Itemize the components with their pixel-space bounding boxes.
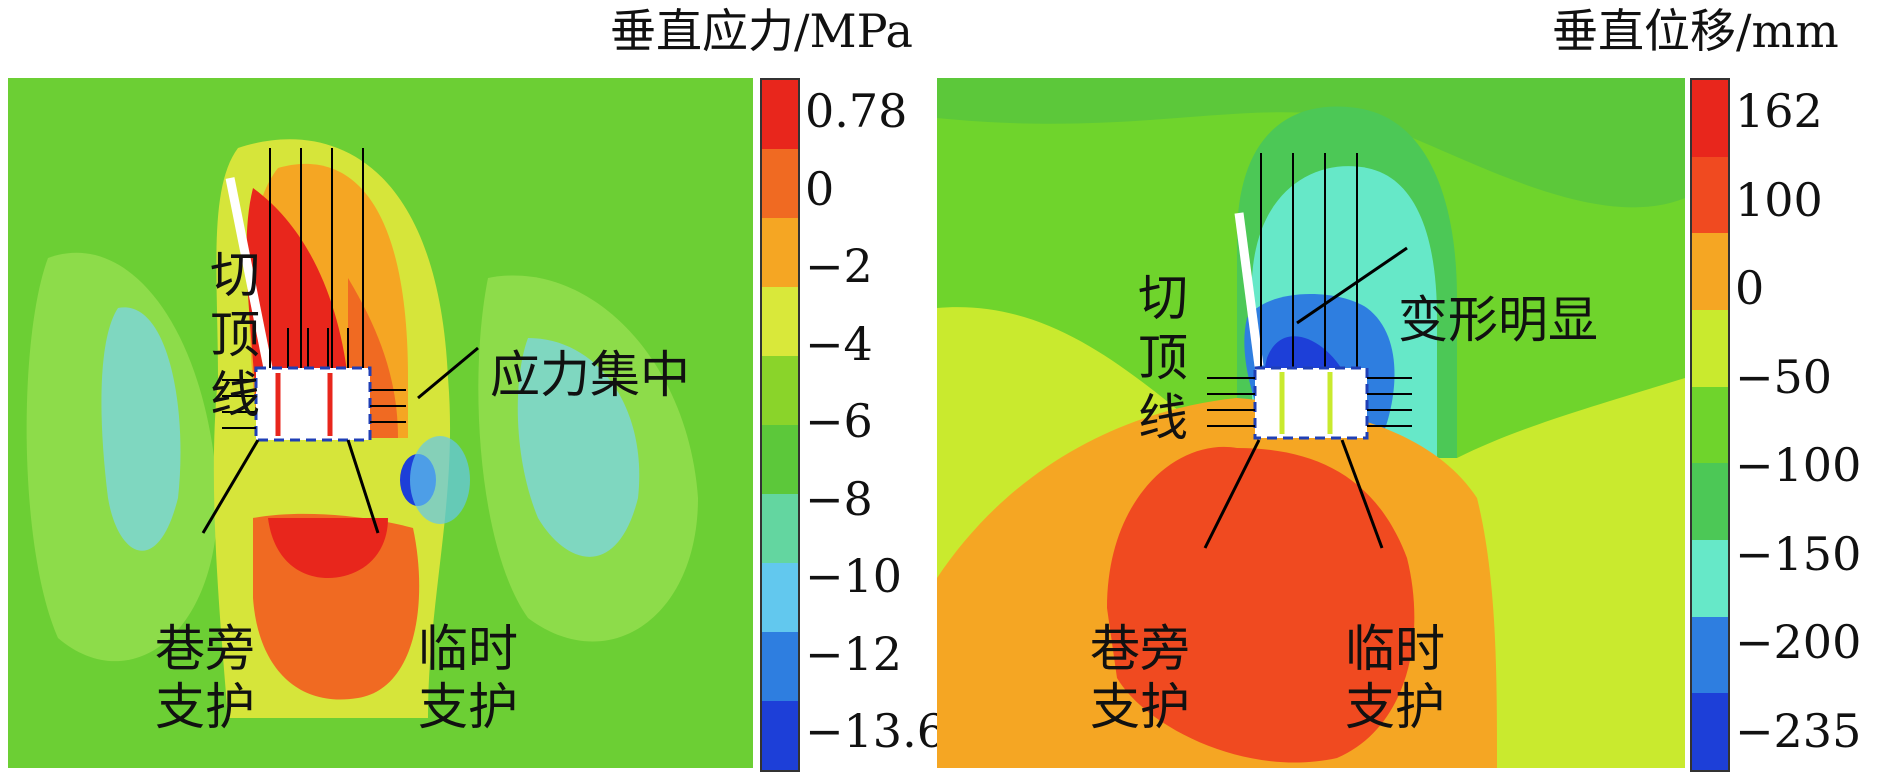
colorbar-segment — [1692, 463, 1728, 540]
colorbar-segment — [762, 494, 798, 563]
colorbar-segment — [762, 701, 798, 770]
colorbar-segment — [762, 149, 798, 218]
colorbar-segment — [1692, 539, 1728, 617]
colorbar-segment — [1692, 80, 1728, 157]
colorbar-segment — [1692, 156, 1728, 234]
colorbar-tick-label: −100 — [1735, 438, 1862, 493]
colorbar-segment — [762, 218, 798, 287]
right-cut-line-label: 切顶线 — [1138, 269, 1188, 447]
colorbar-tick-label: 0.78 — [805, 84, 908, 138]
right-displacement-contour — [937, 78, 1685, 768]
right-temporary-support-label: 临时支护 — [1345, 620, 1445, 736]
colorbar-tick-label: 162 — [1735, 84, 1823, 138]
colorbar-tick-label: −235 — [1735, 704, 1862, 758]
right-colorbar-title: 垂直位移/mm — [1552, 4, 1839, 58]
colorbar-tick-label: −150 — [1735, 526, 1862, 581]
colorbar-tick-label: −50 — [1735, 349, 1833, 404]
colorbar-tick-label: −4 — [805, 316, 873, 371]
colorbar-segment — [1692, 693, 1728, 770]
colorbar-tick-label: −8 — [805, 471, 873, 526]
left-cut-line-label: 切顶线 — [210, 246, 260, 424]
colorbar-tick-label: −200 — [1735, 615, 1862, 670]
left-stress-contour — [8, 78, 753, 768]
right-colorbar — [1690, 78, 1730, 772]
left-temporary-support-label: 临时支护 — [418, 620, 518, 736]
colorbar-tick-label: −2 — [805, 239, 873, 293]
colorbar-tick-label: −13.6 — [805, 704, 946, 758]
right-roadside-support-label: 巷旁支护 — [1090, 620, 1190, 736]
right-obvious-deformation-label: 变形明显 — [1398, 291, 1598, 349]
colorbar-segment — [1692, 309, 1728, 387]
colorbar-tick-label: 0 — [805, 161, 835, 216]
colorbar-segment — [762, 80, 798, 149]
colorbar-segment — [1692, 616, 1728, 694]
left-colorbar — [760, 78, 800, 772]
colorbar-segment — [762, 287, 798, 356]
colorbar-segment — [1692, 233, 1728, 310]
colorbar-segment — [1692, 386, 1728, 464]
colorbar-segment — [762, 425, 798, 494]
colorbar-tick-label: 0 — [1735, 261, 1765, 316]
colorbar-tick-label: 100 — [1735, 172, 1823, 227]
colorbar-tick-label: −6 — [805, 394, 873, 448]
colorbar-tick-label: −10 — [805, 549, 903, 603]
colorbar-segment — [762, 563, 798, 632]
left-colorbar-title: 垂直应力/MPa — [610, 4, 913, 58]
colorbar-tick-label: −12 — [805, 626, 903, 681]
colorbar-segment — [762, 632, 798, 701]
colorbar-segment — [762, 356, 798, 425]
left-roadside-support-label: 巷旁支护 — [155, 620, 255, 736]
left-stress-concentration-label: 应力集中 — [490, 346, 690, 404]
